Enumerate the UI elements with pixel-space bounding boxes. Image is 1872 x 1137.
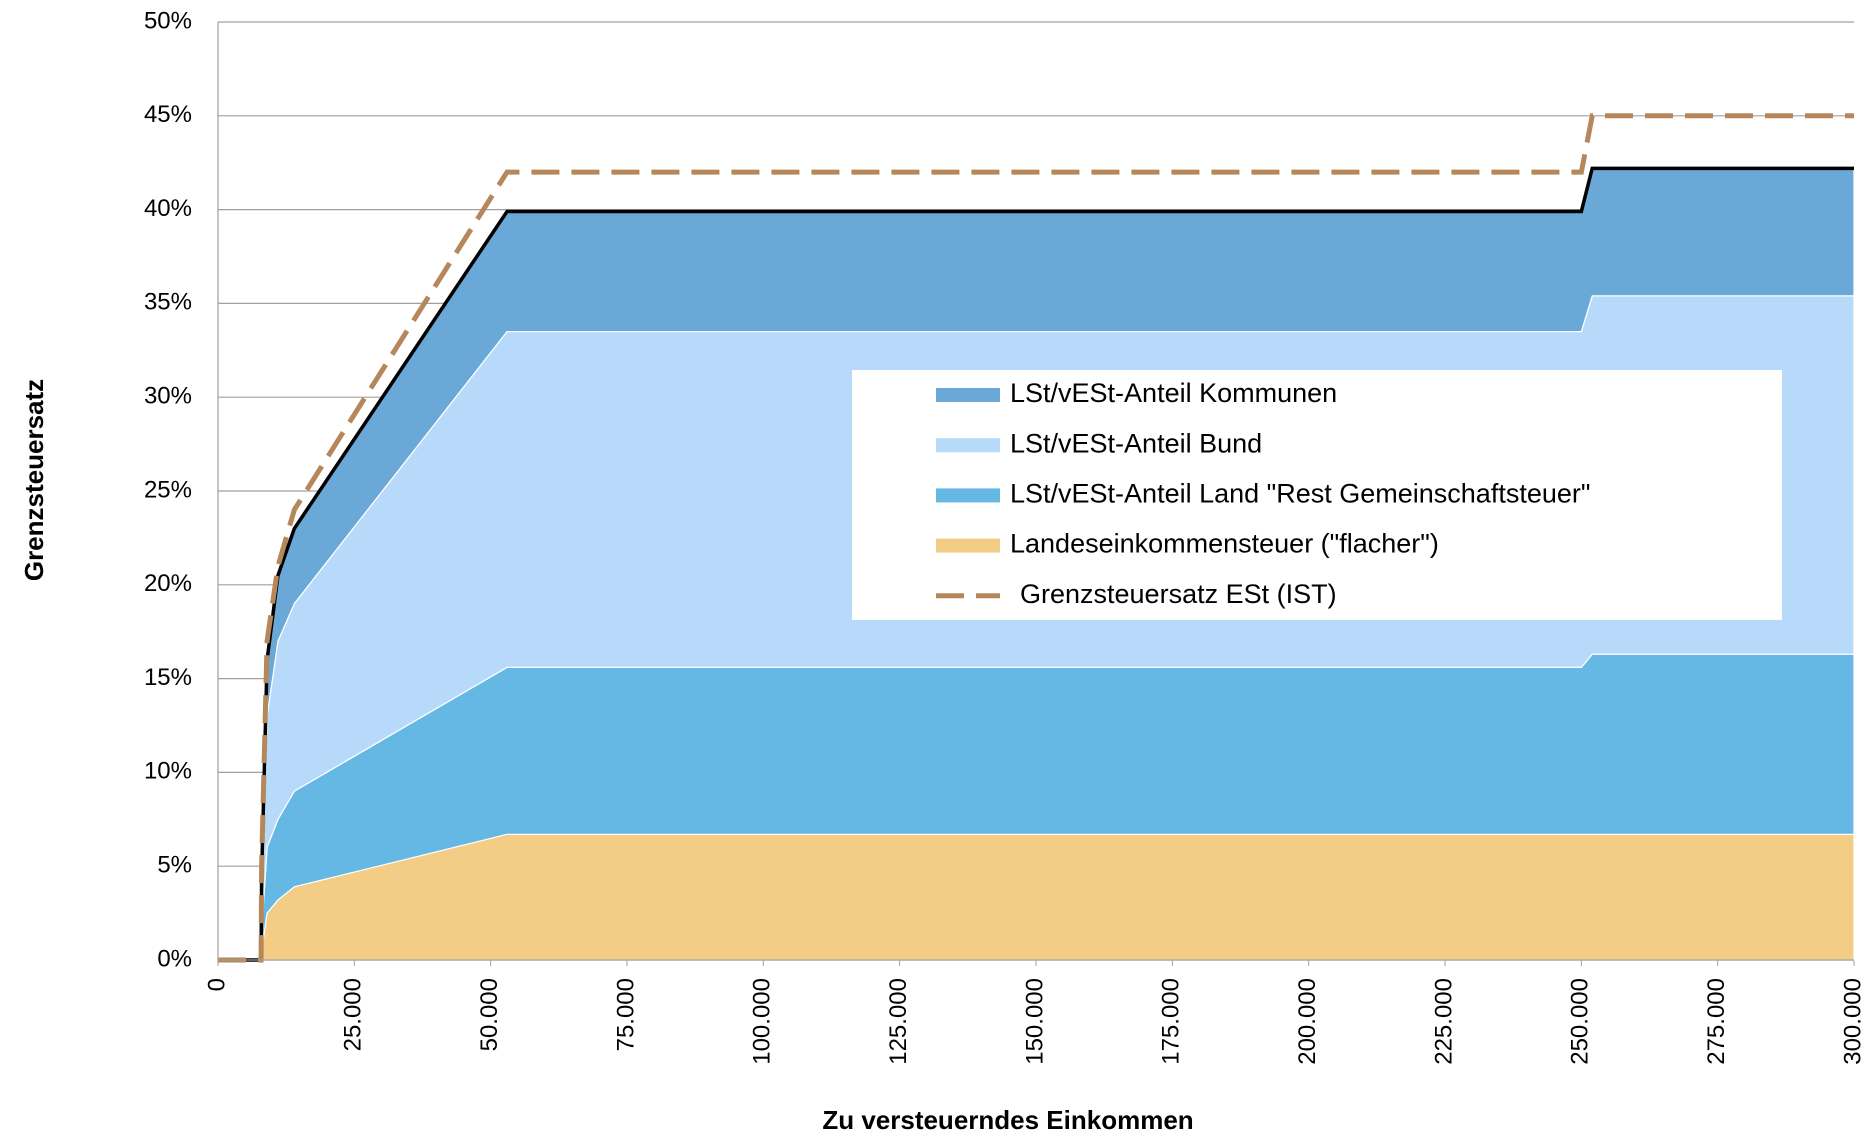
area: [218, 833, 1855, 961]
y-tick-label: 50%: [144, 7, 192, 34]
x-tick-label: 150.000: [1021, 978, 1048, 1065]
y-tick-label: 0%: [157, 945, 192, 972]
y-axis-label: Grenzsteuersatz: [19, 379, 49, 581]
x-tick-label: 225.000: [1430, 978, 1457, 1065]
y-tick-label: 35%: [144, 289, 192, 316]
x-tick-label: 275.000: [1703, 978, 1730, 1065]
legend-label: LSt/vESt-Anteil Kommunen: [1010, 378, 1337, 408]
x-tick-label: 0: [203, 978, 230, 991]
legend-label: Landeseinkommensteuer ("flacher"): [1010, 529, 1439, 559]
y-tick-label: 30%: [144, 383, 192, 410]
legend-swatch: [936, 438, 1000, 453]
x-tick-label: 50.000: [476, 978, 503, 1051]
y-tick-label: 5%: [157, 852, 192, 879]
legend-swatch: [936, 538, 1000, 553]
legend-label: Grenzsteuersatz ESt (IST): [1020, 579, 1337, 609]
y-tick-label: 45%: [144, 101, 192, 128]
x-tick-label: 25.000: [340, 978, 367, 1051]
x-tick-label: 100.000: [749, 978, 776, 1065]
x-tick-label: 200.000: [1294, 978, 1321, 1065]
y-tick-label: 25%: [144, 476, 192, 503]
x-tick-label: 250.000: [1567, 978, 1594, 1065]
legend-swatch: [936, 388, 1000, 402]
y-tick-label: 10%: [144, 758, 192, 785]
legend-swatch: [936, 488, 1000, 503]
legend: [852, 370, 1782, 620]
y-tick-label: 40%: [144, 195, 192, 222]
legend-label: LSt/vESt-Anteil Land "Rest Gemeinschafts…: [1010, 479, 1590, 509]
x-tick-label: 75.000: [612, 978, 639, 1051]
legend-label: LSt/vESt-Anteil Bund: [1010, 428, 1262, 458]
x-tick-label: 175.000: [1158, 978, 1185, 1065]
x-tick-label: 125.000: [885, 978, 912, 1065]
y-tick-label: 15%: [144, 664, 192, 691]
y-tick-label: 20%: [144, 570, 192, 597]
x-tick-label: 300.000: [1839, 978, 1866, 1065]
x-axis-label: Zu versteuerndes Einkommen: [822, 1105, 1193, 1135]
line: [218, 113, 1854, 963]
